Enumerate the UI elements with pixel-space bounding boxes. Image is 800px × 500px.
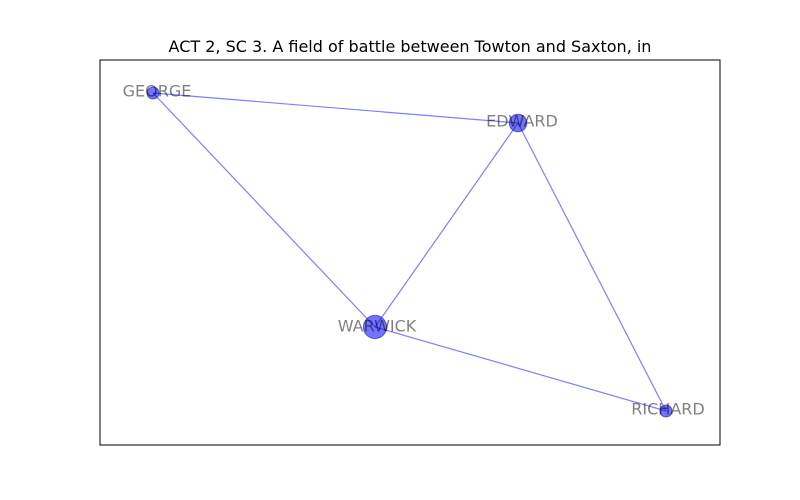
node-label-richard: RICHARD: [631, 400, 704, 419]
graph-title: ACT 2, SC 3. A field of battle between T…: [169, 37, 652, 56]
labels-layer: GEORGE EDWARD WARWICK RICHARD: [123, 82, 705, 419]
node-warwick: [362, 314, 388, 340]
edge-warwick-richard: [374, 326, 667, 412]
node-richard: [659, 404, 673, 418]
node-george: [146, 86, 160, 100]
nodes-layer: [146, 86, 673, 418]
edge-george-edward: [152, 92, 519, 124]
edges-layer: [152, 92, 667, 412]
node-edward: [508, 113, 528, 133]
node-label-george: GEORGE: [123, 82, 192, 101]
node-label-warwick: WARWICK: [338, 317, 417, 336]
plot-frame: [99, 59, 721, 446]
edge-george-warwick: [152, 92, 376, 328]
edge-edward-richard: [517, 122, 667, 412]
node-label-edward: EDWARD: [486, 112, 558, 131]
edge-edward-warwick: [374, 122, 519, 328]
